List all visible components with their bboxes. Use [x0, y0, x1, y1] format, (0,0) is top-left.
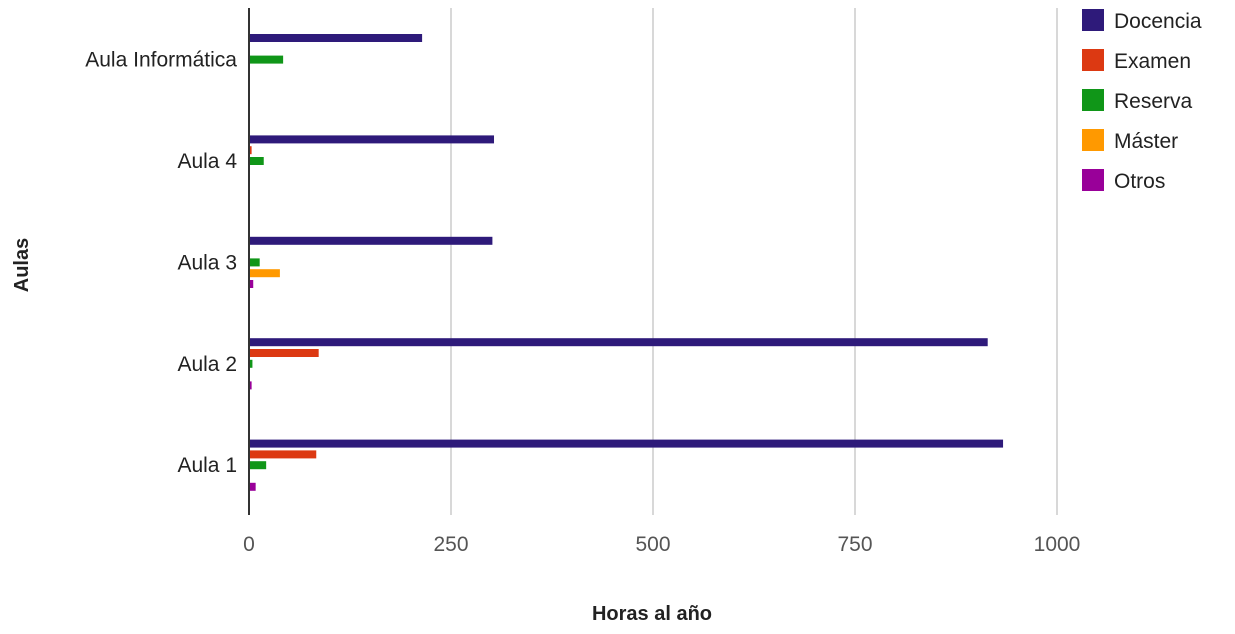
legend-label: Reserva [1114, 90, 1193, 113]
legend-label: Examen [1114, 50, 1191, 73]
grid [450, 8, 1058, 515]
y-axis-title: Aulas [11, 238, 33, 292]
bar-reserva [250, 359, 253, 368]
legend: Docencia Examen Reserva Máster Otros [1082, 9, 1202, 193]
bar-examen [250, 146, 252, 155]
bar-docencia [250, 338, 988, 347]
bar-examen [250, 450, 317, 459]
category-label: Aula 4 [177, 150, 237, 173]
legend-swatch [1082, 129, 1104, 151]
legend-swatch [1082, 89, 1104, 111]
x-tick-label: 500 [635, 533, 670, 556]
bar-reserva [250, 157, 264, 165]
category-label: Aula 2 [177, 353, 237, 376]
x-tick-label: 250 [433, 533, 468, 556]
labels: 0 250 500 750 1000 Aula Informática Aula 4 Aula… [11, 49, 1080, 625]
category-label: Aula 3 [177, 251, 237, 274]
bar-reserva [250, 461, 267, 470]
x-tick-label: 0 [243, 533, 255, 556]
bar-docencia [250, 439, 1004, 448]
bar-m-ster [250, 269, 280, 278]
legend-swatch [1082, 9, 1104, 31]
bars [250, 34, 1004, 491]
legend-label: Docencia [1114, 10, 1202, 33]
bar-otros [250, 482, 256, 491]
bar-otros [250, 280, 254, 288]
legend-swatch [1082, 49, 1104, 71]
bar-otros [250, 381, 252, 390]
bar-docencia [250, 34, 423, 42]
x-tick-label: 1000 [1034, 533, 1081, 556]
bar-reserva [250, 55, 284, 64]
legend-label: Máster [1114, 130, 1178, 153]
bar-reserva [250, 258, 260, 267]
bar-docencia [250, 236, 493, 245]
x-tick-label: 750 [837, 533, 872, 556]
legend-label: Otros [1114, 170, 1165, 193]
legend-swatch [1082, 169, 1104, 191]
category-label: Aula 1 [177, 454, 237, 477]
bar-docencia [250, 135, 495, 144]
x-axis-title: Horas al año [592, 603, 712, 625]
bar-examen [250, 349, 319, 357]
category-label: Aula Informática [85, 49, 237, 72]
